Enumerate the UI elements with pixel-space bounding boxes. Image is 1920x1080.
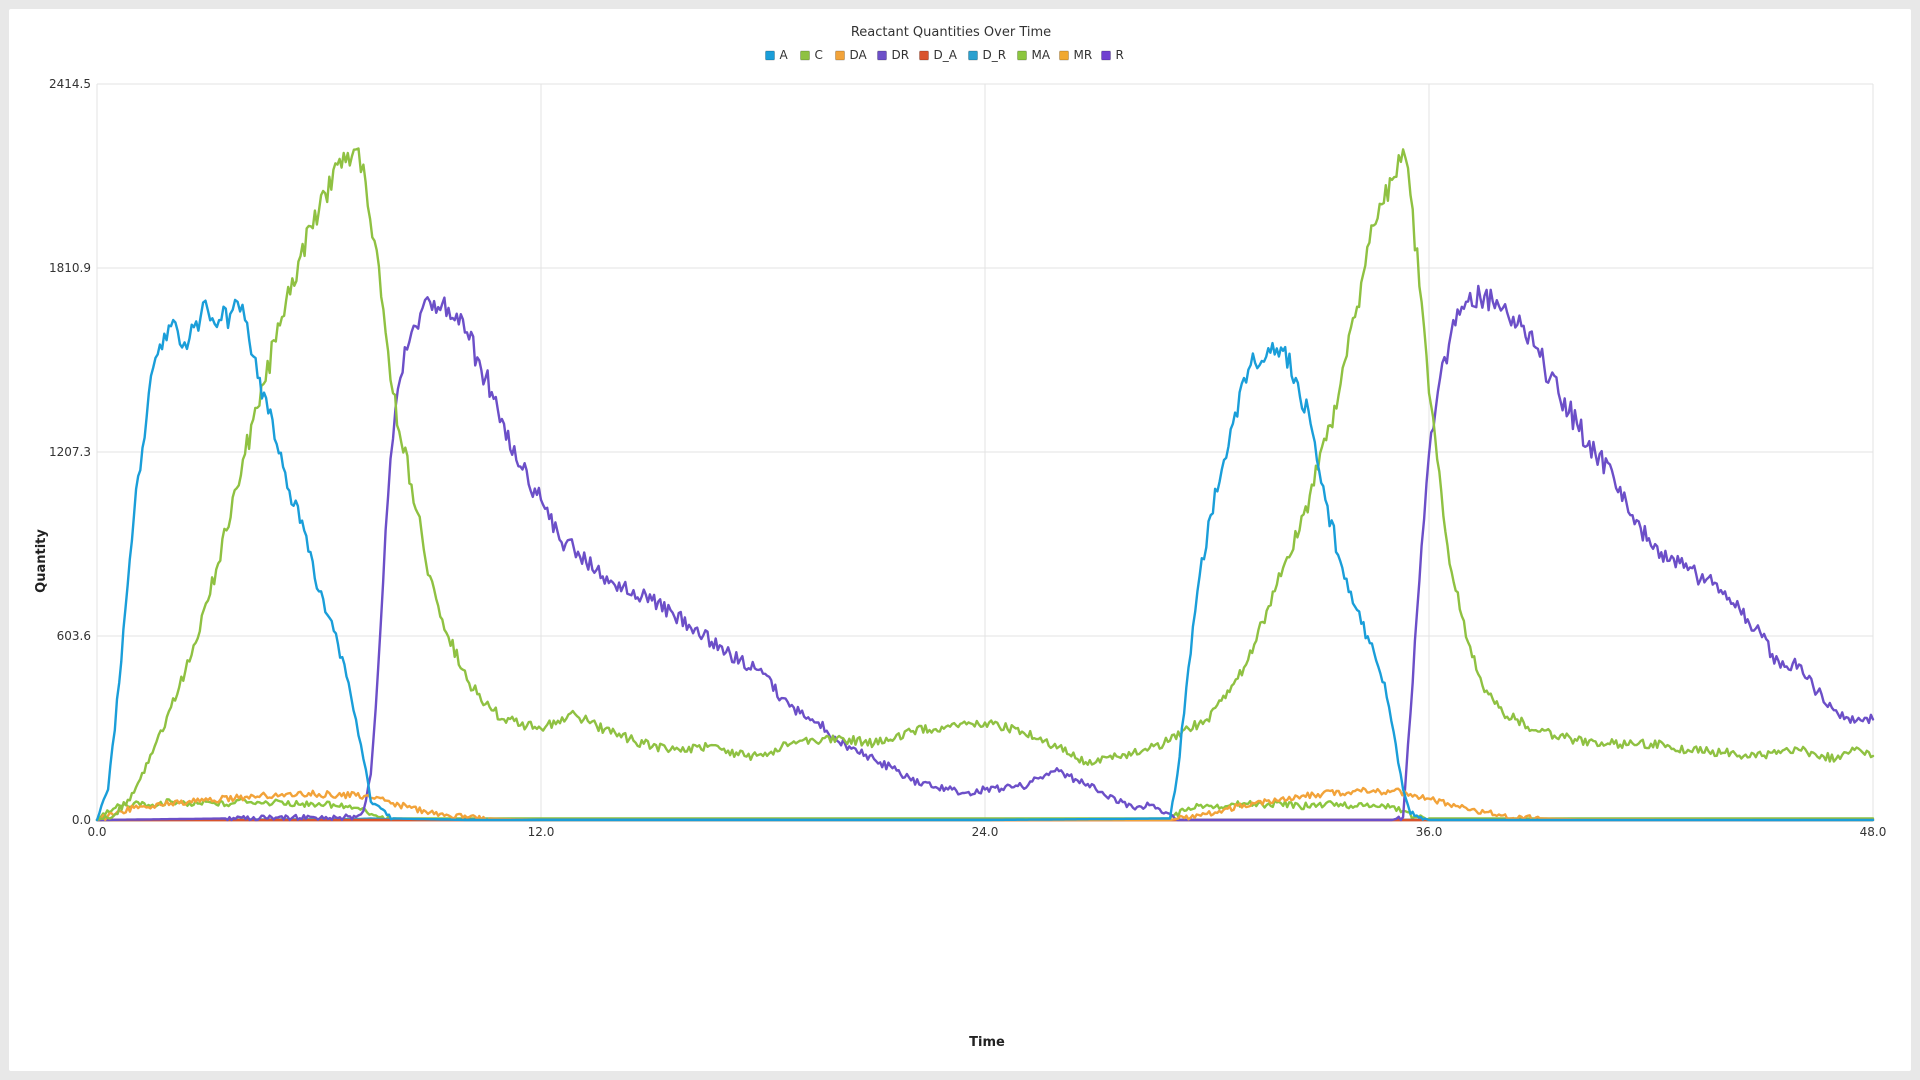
series-line-c [95, 147, 1875, 822]
x-axis-label: Time [969, 1035, 1005, 1050]
legend-label: C [815, 48, 823, 62]
line-chart: Reactant Quantities Over Time A C DA DR D_A D… [34, 25, 1887, 1050]
legend-label: DR [892, 48, 910, 62]
legend-label: DA [850, 48, 868, 62]
legend-swatch [800, 50, 810, 61]
grid [96, 83, 1874, 821]
chart-card: Reactant Quantities Over Time A C DA DR D_A D… [9, 9, 1911, 1071]
legend-item-da[interactable]: DA [835, 48, 868, 62]
legend-label: D_R [983, 48, 1007, 62]
y-tick-label: 1810.9 [49, 261, 91, 275]
legend-item-mr[interactable]: MR [1059, 48, 1093, 62]
y-tick-label: 0.0 [72, 813, 91, 827]
chart-title: Reactant Quantities Over Time [851, 25, 1051, 40]
x-tick-label: 0.0 [87, 825, 106, 839]
legend-swatch [1059, 50, 1069, 61]
legend-label: D_A [934, 48, 958, 62]
x-tick-label: 24.0 [972, 825, 999, 839]
legend-item-a[interactable]: A [765, 48, 789, 62]
legend-swatch [1017, 50, 1027, 61]
legend-swatch [1101, 50, 1111, 61]
legend-item-dr[interactable]: DR [877, 48, 910, 62]
legend-swatch [835, 50, 845, 61]
x-tick-label: 36.0 [1416, 825, 1443, 839]
legend-item-r[interactable]: R [1101, 48, 1124, 62]
y-tick-label: 603.6 [57, 629, 91, 643]
series-line-a [95, 298, 1875, 822]
legend: A C DA DR D_A D_R MA MR R [765, 48, 1124, 62]
legend-label: MR [1074, 48, 1093, 62]
legend-item-d_a[interactable]: D_A [919, 48, 958, 62]
series-line-dr [95, 284, 1875, 822]
legend-swatch [765, 50, 775, 61]
series-group [95, 147, 1875, 822]
y-tick-label: 2414.5 [49, 77, 91, 91]
legend-label: MA [1032, 48, 1051, 62]
legend-item-c[interactable]: C [800, 48, 823, 62]
x-tick-label: 12.0 [528, 825, 555, 839]
legend-item-ma[interactable]: MA [1017, 48, 1051, 62]
legend-swatch [919, 50, 929, 61]
legend-label: R [1116, 48, 1124, 62]
legend-swatch [877, 50, 887, 61]
x-tick-label: 48.0 [1860, 825, 1887, 839]
legend-label: A [780, 48, 789, 62]
legend-item-d_r[interactable]: D_R [968, 48, 1007, 62]
legend-swatch [968, 50, 978, 61]
y-tick-label: 1207.3 [49, 445, 91, 459]
y-axis-label: Quantity [34, 529, 49, 593]
